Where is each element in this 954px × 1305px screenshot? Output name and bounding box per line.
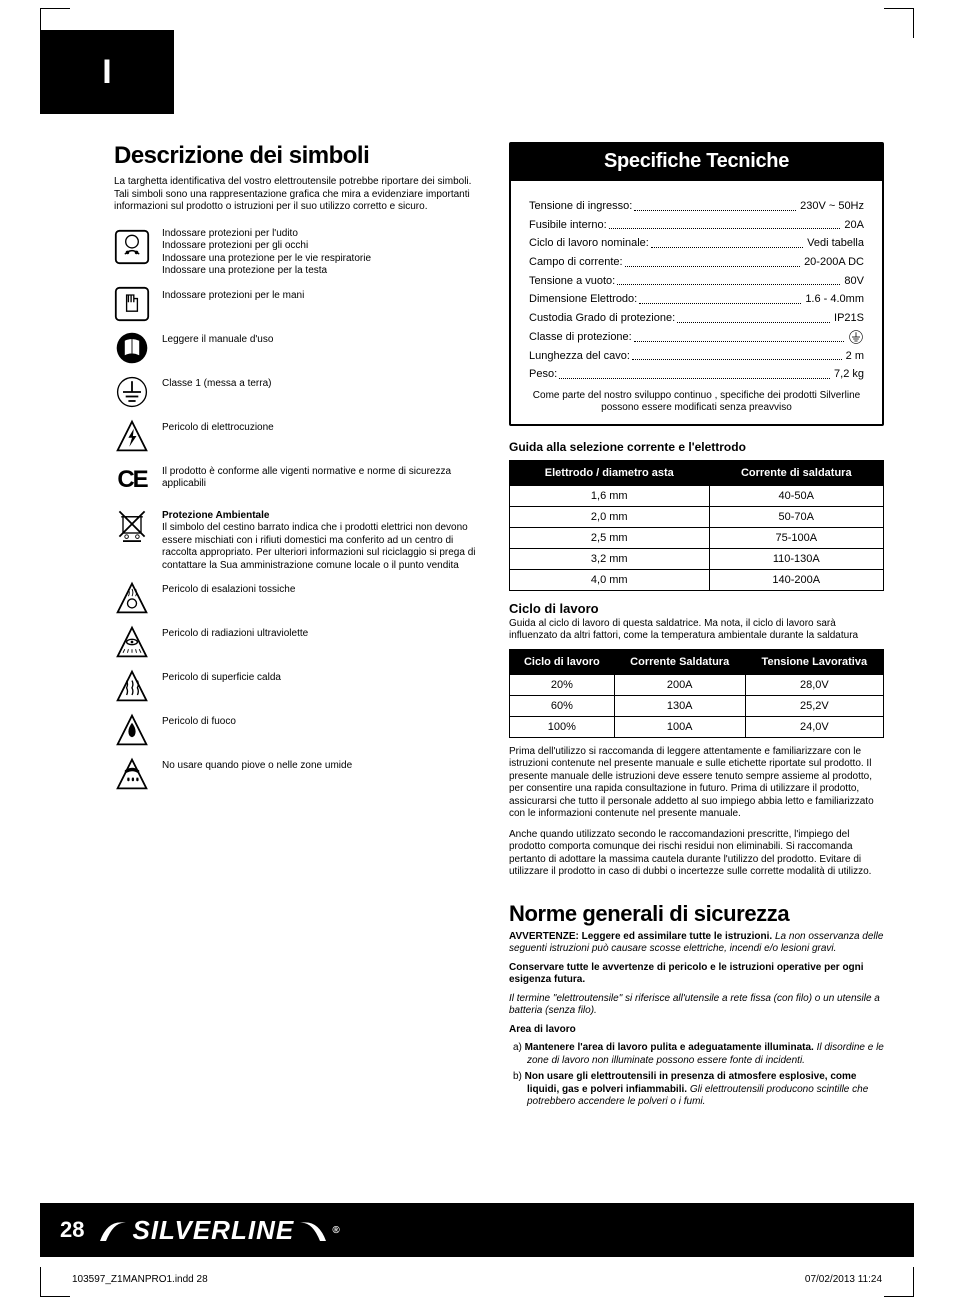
- warning-3: Il termine "elettroutensile" si riferisc…: [509, 993, 884, 1018]
- symbol-row: Pericolo di radiazioni ultraviolette: [114, 624, 479, 660]
- spec-header: Specifiche Tecniche: [511, 144, 882, 181]
- uv-icon: [114, 624, 150, 660]
- symbol-text: Indossare protezioni per le mani: [162, 286, 304, 303]
- symbol-row: Pericolo di superficie calda: [114, 668, 479, 704]
- page-number: 28: [60, 1217, 84, 1243]
- gloves-icon: [114, 286, 150, 322]
- safety-list-item: b) Non usare gli elettroutensili in pres…: [527, 1071, 884, 1109]
- symbol-text: Pericolo di elettrocuzione: [162, 418, 274, 435]
- spec-row: Peso:7,2 kg: [529, 365, 864, 384]
- spec-row: Custodia Grado di protezione:IP21S: [529, 309, 864, 328]
- ce-icon: CE: [114, 462, 150, 498]
- spec-row: Campo di corrente:20-200A DC: [529, 253, 864, 272]
- symbol-text: Indossare protezioni per l'uditoIndossar…: [162, 224, 371, 278]
- symbol-row: CE Il prodotto è conforme alle vigenti no…: [114, 462, 479, 498]
- duty-cycle-table: Ciclo di lavoroCorrente SaldaturaTension…: [509, 649, 884, 738]
- heading-symbols: Descrizione dei simboli: [114, 142, 479, 170]
- spec-row: Lunghezza del cavo:2 m: [529, 347, 864, 366]
- doc-file: 103597_Z1MANPRO1.indd 28: [72, 1274, 208, 1285]
- fire-icon: [114, 712, 150, 748]
- spec-box: Specifiche Tecniche Tensione di ingresso…: [509, 142, 884, 426]
- warning-2: Conservare tutte le avvertenze di perico…: [509, 962, 884, 987]
- symbol-row: Protezione AmbientaleIl simbolo del cest…: [114, 506, 479, 573]
- ppe-icon: [114, 224, 150, 270]
- fumes-icon: [114, 580, 150, 616]
- symbol-text: Leggere il manuale d'uso: [162, 330, 273, 347]
- symbol-row: Pericolo di elettrocuzione: [114, 418, 479, 454]
- brand-logo: SILVERLINE ®: [98, 1215, 340, 1246]
- manual-icon: [114, 330, 150, 366]
- cycle-heading: Ciclo di lavoro: [509, 601, 884, 616]
- lang-tab: I: [40, 30, 174, 114]
- guide-heading: Guida alla selezione corrente e l'elettr…: [509, 440, 884, 454]
- doc-meta: 103597_Z1MANPRO1.indd 28 07/02/2013 11:2…: [72, 1274, 882, 1285]
- wet-icon: [114, 756, 150, 792]
- footer-bar: 28 SILVERLINE ®: [40, 1203, 914, 1257]
- safety-list-item: a) Mantenere l'area di lavoro pulita e a…: [527, 1042, 884, 1067]
- spec-row: Ciclo di lavoro nominale:Vedi tabella: [529, 234, 864, 253]
- symbol-text: Pericolo di radiazioni ultraviolette: [162, 624, 308, 641]
- spec-row: Classe di protezione:: [529, 328, 864, 347]
- symbol-text: Pericolo di fuoco: [162, 712, 236, 729]
- symbol-row: Indossare protezioni per le mani: [114, 286, 479, 322]
- symbol-row: Leggere il manuale d'uso: [114, 330, 479, 366]
- usage-paragraph-1: Prima dell'utilizzo si raccomanda di leg…: [509, 746, 884, 821]
- symbol-row: Pericolo di esalazioni tossiche: [114, 580, 479, 616]
- spec-row: Tensione di ingresso:230V ~ 50Hz: [529, 197, 864, 216]
- warning-1: AVVERTENZE: Leggere ed assimilare tutte …: [509, 931, 884, 956]
- symbol-text: Pericolo di superficie calda: [162, 668, 281, 685]
- cycle-intro: Guida al ciclo di lavoro di questa salda…: [509, 618, 884, 643]
- electrode-table: Elettrodo / diametro astaCorrente di sal…: [509, 460, 884, 591]
- spec-row: Tensione a vuoto:80V: [529, 272, 864, 291]
- ground-icon: [114, 374, 150, 410]
- heading-safety: Norme generali di sicurezza: [509, 901, 884, 927]
- symbols-intro: La targhetta identificativa del vostro e…: [114, 176, 479, 214]
- symbol-row: No usare quando piove o nelle zone umide: [114, 756, 479, 792]
- area-heading: Area di lavoro: [509, 1024, 884, 1037]
- symbol-text: Pericolo di esalazioni tossiche: [162, 580, 295, 597]
- shock-icon: [114, 418, 150, 454]
- symbol-row: Classe 1 (messa a terra): [114, 374, 479, 410]
- doc-date: 07/02/2013 11:24: [805, 1274, 882, 1285]
- symbol-text: Classe 1 (messa a terra): [162, 374, 271, 391]
- spec-row: Fusibile interno:20A: [529, 216, 864, 235]
- usage-paragraph-2: Anche quando utilizzato secondo le racco…: [509, 829, 884, 879]
- symbol-text: No usare quando piove o nelle zone umide: [162, 756, 352, 773]
- hot-icon: [114, 668, 150, 704]
- symbol-text: Il prodotto è conforme alle vigenti norm…: [162, 462, 479, 491]
- symbol-row: Pericolo di fuoco: [114, 712, 479, 748]
- spec-row: Dimensione Elettrodo:1.6 - 4.0mm: [529, 290, 864, 309]
- weee-icon: [114, 506, 150, 542]
- symbol-text: Protezione AmbientaleIl simbolo del cest…: [162, 506, 479, 573]
- symbol-row: Indossare protezioni per l'uditoIndossar…: [114, 224, 479, 278]
- spec-note: Come parte del nostro sviluppo continuo …: [529, 390, 864, 414]
